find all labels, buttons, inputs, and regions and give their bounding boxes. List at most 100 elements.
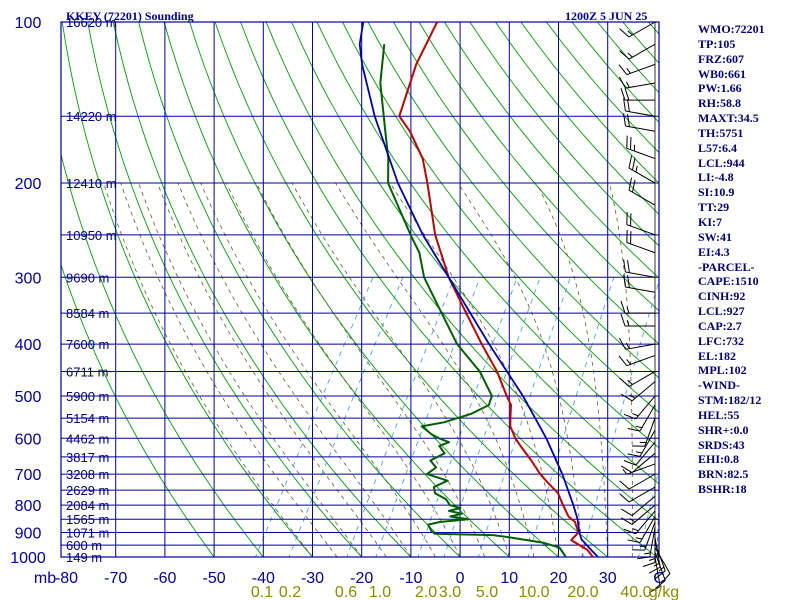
barb-flag — [618, 76, 626, 89]
wind-barb — [618, 337, 656, 350]
mixing-ratio-label: 5.0 — [476, 584, 498, 600]
barb-staff — [639, 430, 656, 457]
station-title: KKEY (72201) Sounding — [66, 9, 194, 23]
wind-barb — [628, 155, 656, 184]
stat-item: MAXT:34.5 — [698, 111, 759, 126]
barb-staff — [628, 21, 656, 38]
barb-half-flag — [625, 81, 630, 88]
wind-barb — [632, 417, 656, 447]
wind-barb — [626, 229, 656, 254]
barb-flag — [619, 50, 630, 60]
mixing-ratio-label: 2.0 — [415, 584, 437, 600]
barb-flag — [623, 413, 636, 420]
moist-adiabat — [103, 182, 313, 557]
barb-half-flag — [635, 451, 643, 454]
barb-flag — [648, 586, 661, 594]
temperature-tick-label: -10 — [399, 570, 422, 587]
moist-adiabat — [536, 182, 609, 557]
barb-staff — [635, 441, 656, 466]
wind-barb — [618, 354, 656, 367]
pressure-tick-label: 1000 — [10, 550, 46, 567]
barb-staff — [639, 404, 656, 432]
barb-half-flag — [644, 552, 651, 555]
dry-adiabat — [189, 22, 560, 557]
barb-flag — [655, 570, 666, 580]
wind-barb — [620, 381, 656, 402]
height-label: 10950 m — [66, 228, 117, 243]
barb-flag — [620, 465, 633, 474]
moist-adiabat — [609, 183, 633, 557]
barb-staff — [631, 452, 656, 473]
barb-flag — [623, 274, 626, 288]
height-label: 4462 m — [66, 431, 109, 446]
mixing-ratio-line — [346, 277, 455, 557]
stat-item: LCL:927 — [698, 304, 745, 319]
barb-staff — [644, 521, 656, 551]
barb-flag — [620, 508, 633, 516]
barb-staff — [631, 381, 656, 402]
wind-barb — [628, 177, 656, 206]
height-label: 14220 m — [66, 109, 117, 124]
barb-flag — [627, 260, 630, 273]
stat-item: CINH:92 — [698, 289, 746, 304]
stat-item: BSHR:18 — [698, 482, 747, 497]
barb-flag — [620, 517, 633, 525]
mixing-ratio-line — [581, 279, 659, 557]
stat-item: LI:-4.8 — [698, 170, 734, 185]
barb-staff — [625, 110, 656, 117]
barb-staff — [631, 495, 656, 516]
barb-flag — [623, 259, 626, 273]
height-label: 1071 m — [66, 526, 109, 541]
barb-staff — [649, 527, 656, 557]
barb-half-flag — [626, 359, 631, 365]
dry-adiabat — [61, 22, 314, 557]
stat-item: RH:58.8 — [698, 96, 741, 111]
height-label: 3817 m — [66, 450, 109, 465]
mixing-ratio-label: 3.0 — [439, 584, 461, 600]
pressure-tick-label: 300 — [15, 270, 42, 287]
barb-half-flag — [635, 165, 638, 173]
height-label: 600 m — [66, 538, 102, 553]
sounding-indices-panel: WMO:72201 TP:105 FRZ:607 WB0:661 PW:1.66 RH:5… — [698, 22, 798, 497]
height-label: 16620 m — [66, 15, 117, 30]
wind-barb — [620, 452, 656, 474]
wind-barb — [632, 521, 656, 551]
temperature-tick-label: -40 — [252, 570, 275, 587]
wind-barb — [620, 88, 655, 101]
wind-barb — [626, 211, 656, 236]
stat-item: MPL:102 — [698, 363, 747, 378]
temperature-tick-label: -80 — [55, 570, 78, 587]
pressure-tick-label: 200 — [15, 176, 42, 193]
wind-barb — [648, 537, 661, 574]
barb-staff — [635, 510, 656, 535]
stat-item: -WIND- — [698, 378, 740, 393]
parcel-trace — [358, 22, 599, 557]
temperature-tick-label: C — [653, 570, 665, 587]
wind-barb — [619, 43, 656, 60]
barb-flag — [623, 113, 626, 127]
wind-barb — [623, 259, 656, 278]
plot-frame — [60, 21, 660, 558]
barb-staff — [644, 417, 656, 447]
stat-item: STM:182/12 — [698, 393, 762, 408]
barb-staff — [626, 147, 656, 160]
stat-item: EI:4.3 — [698, 244, 730, 259]
height-label: 2629 m — [66, 483, 109, 498]
mixing-ratio-lines — [255, 277, 659, 557]
dry-adiabat — [61, 152, 264, 557]
dry-adiabat-lines — [61, 22, 659, 557]
barb-flag — [620, 300, 626, 314]
grid-lines — [60, 21, 660, 558]
barb-staff — [625, 343, 656, 350]
barb-staff — [625, 82, 656, 89]
dry-adiabat — [316, 22, 659, 449]
barb-staff — [626, 354, 656, 367]
temperature-tick-label: -20 — [350, 570, 373, 587]
barb-flag — [620, 393, 633, 402]
moist-adiabat — [457, 182, 584, 557]
barb-flag — [619, 28, 630, 38]
barb-half-flag — [658, 566, 665, 572]
dry-adiabat — [240, 22, 658, 557]
barb-flag — [631, 179, 636, 193]
